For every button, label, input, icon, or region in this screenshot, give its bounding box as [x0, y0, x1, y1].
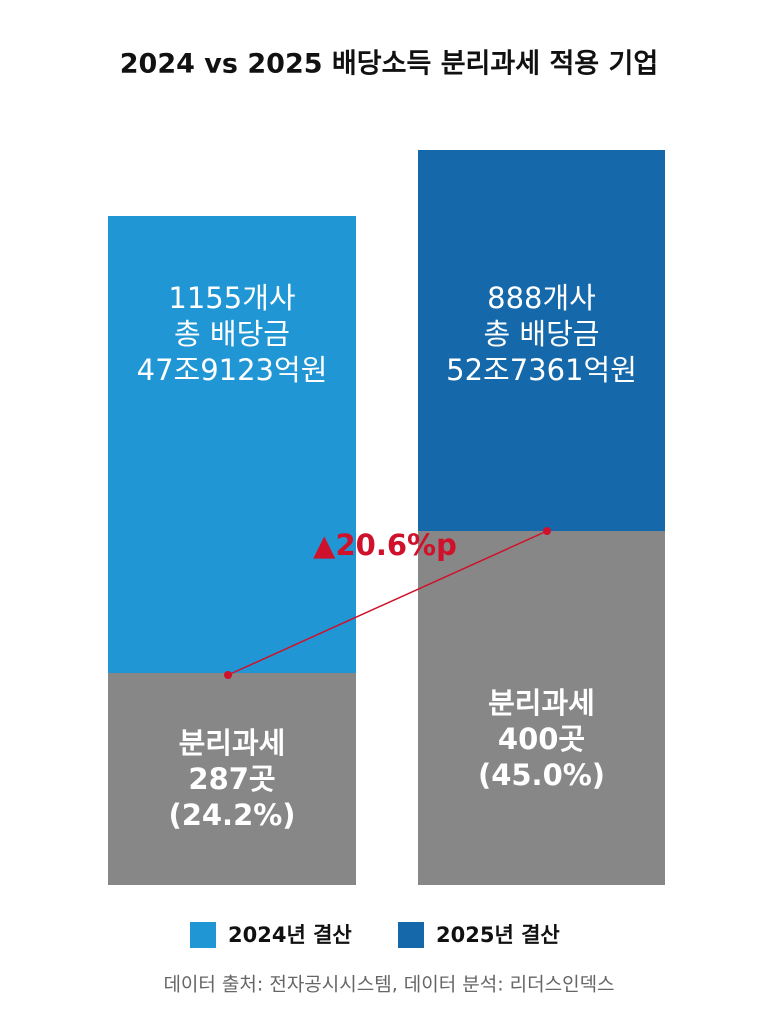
bar-top-segment [418, 150, 665, 531]
bar-bottom-segment [108, 673, 356, 885]
bar-label: (45.0%) [478, 758, 605, 792]
bar-label: 분리과세 [488, 686, 595, 720]
bar-label: 1155개사 [168, 281, 295, 315]
bar-label: 총 배당금 [484, 317, 600, 351]
bar-label: (24.2%) [168, 798, 295, 832]
bar-label: 287곳 [188, 762, 275, 796]
bar-label: 888개사 [487, 281, 596, 315]
connector-line [227, 530, 548, 676]
chart-title: 2024 vs 2025 배당소득 분리과세 적용 기업 [120, 49, 658, 80]
bar-label: 52조7361억원 [446, 353, 637, 387]
bar-bottom-segment [418, 531, 665, 885]
legend-label: 2025년 결산 [436, 923, 560, 947]
annotation: ▲20.6%p [313, 528, 457, 562]
bar-label: 분리과세 [179, 726, 286, 760]
legend-swatch [398, 922, 424, 948]
legend-label: 2024년 결산 [228, 923, 352, 947]
bar-label: 47조9123억원 [137, 353, 328, 387]
bar-top-segment [108, 216, 356, 673]
bar-label: 400곳 [498, 722, 585, 756]
legend-swatch [190, 922, 216, 948]
bar-label: 총 배당금 [174, 317, 290, 351]
connector-dot [224, 671, 232, 679]
connector-dot [543, 527, 551, 535]
source-note: 데이터 출처: 전자공시시스템, 데이터 분석: 리더스인덱스 [163, 974, 614, 996]
